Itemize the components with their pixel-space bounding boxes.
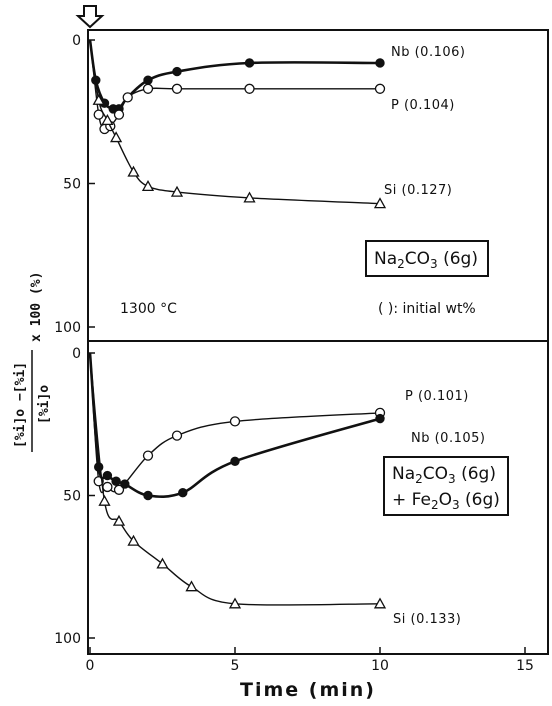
top-point-filled-circle (172, 66, 182, 77)
bottom-ytick-label: 50 (63, 489, 81, 505)
top-point-open-triangle (373, 197, 387, 209)
top-series-line-0 (88, 39, 381, 112)
bottom-point-filled-circle (111, 476, 121, 486)
top-point-open-circle (244, 83, 255, 94)
xtick-label: 5 (231, 658, 240, 674)
bottom-point-filled-circle (94, 462, 104, 472)
bottom-point-filled-circle (143, 490, 153, 501)
bottom-series-line-2 (89, 352, 381, 606)
bottom-point-open-circle (142, 450, 154, 461)
top-point-open-triangle (92, 93, 105, 105)
bottom-point-open-triangle (228, 597, 242, 609)
top-point-filled-circle (143, 75, 153, 85)
bottom-condition-box (383, 456, 509, 516)
top-series-line-1 (89, 39, 380, 131)
xtick-label: 10 (371, 658, 389, 674)
bottom-point-open-triangle (127, 534, 140, 546)
top-ytick-label: 50 (63, 177, 81, 193)
down-arrow-icon (75, 5, 105, 29)
bottom-point-open-circle (113, 484, 125, 495)
top-point-open-triangle (127, 165, 140, 177)
top-point-open-circle (142, 83, 154, 94)
label-nb-bottom: Nb (0.105) (411, 431, 485, 446)
y-axis-label: [%i]o −[%i] [%i]o x 100 (%) (13, 272, 52, 452)
bottom-point-open-triangle (98, 494, 111, 506)
top-point-open-triangle (141, 180, 155, 192)
top-ytick-label: 100 (54, 320, 81, 336)
y-label-numerator: [%i]o −[%i] (13, 362, 28, 448)
temperature-note: 1300 °C (120, 301, 177, 317)
bottom-point-filled-circle (230, 456, 240, 466)
top-point-open-triangle (243, 191, 256, 203)
bottom-point-filled-circle (102, 470, 113, 481)
label-si-bottom: Si (0.133) (393, 612, 461, 627)
top-series (88, 39, 387, 209)
top-condition-label: Na2CO3 (6g) (374, 249, 478, 271)
top-point-open-circle (374, 83, 386, 94)
bottom-axis-ticks: 0 50 100 0 5 10 15 (54, 346, 534, 674)
bottom-condition-line2: + Fe2O3 (6g) (392, 490, 500, 512)
bottom-point-open-circle (102, 481, 113, 493)
top-point-filled-circle (244, 58, 255, 68)
bottom-series (88, 352, 387, 609)
y-label-tail: x 100 (%) (29, 272, 44, 342)
bottom-point-filled-circle (120, 479, 130, 489)
bottom-point-open-triangle (156, 557, 169, 569)
bottom-ytick-label: 100 (54, 631, 81, 647)
bottom-point-open-circle (229, 416, 241, 427)
top-point-open-circle (171, 83, 183, 94)
label-nb-top: Nb (0.106) (391, 45, 465, 60)
bottom-point-filled-circle (178, 487, 188, 498)
top-point-open-triangle (109, 131, 123, 143)
top-point-open-circle (93, 109, 104, 120)
xtick-label: 0 (86, 658, 95, 674)
top-point-open-triangle (170, 185, 184, 197)
bottom-point-open-triangle (112, 514, 126, 526)
top-condition-box (365, 240, 489, 277)
bottom-ytick-label: 0 (72, 346, 81, 362)
y-label-denominator: [%i]o (37, 385, 52, 424)
label-p-top: P (0.104) (391, 98, 455, 113)
top-ytick-label: 0 (72, 33, 81, 49)
top-point-open-circle (122, 92, 133, 103)
bottom-condition-line1: Na2CO3 (6g) (392, 464, 496, 486)
bottom-point-open-circle (171, 430, 183, 441)
top-point-filled-circle (375, 58, 385, 68)
bottom-point-open-triangle (185, 580, 198, 592)
x-axis-label: Time (min) (240, 679, 376, 701)
top-point-open-triangle (101, 114, 114, 126)
xtick-label: 15 (516, 658, 534, 674)
bottom-plot-frame (87, 340, 549, 655)
top-point-open-circle (113, 109, 125, 120)
label-p-bottom: P (0.101) (405, 389, 469, 404)
label-si-top: Si (0.127) (384, 183, 452, 198)
initial-wt-note: ( ): initial wt% (378, 301, 476, 317)
bottom-point-open-triangle (373, 597, 387, 609)
bottom-point-filled-circle (375, 413, 385, 424)
top-y-ticks: 0 50 100 (54, 33, 95, 336)
